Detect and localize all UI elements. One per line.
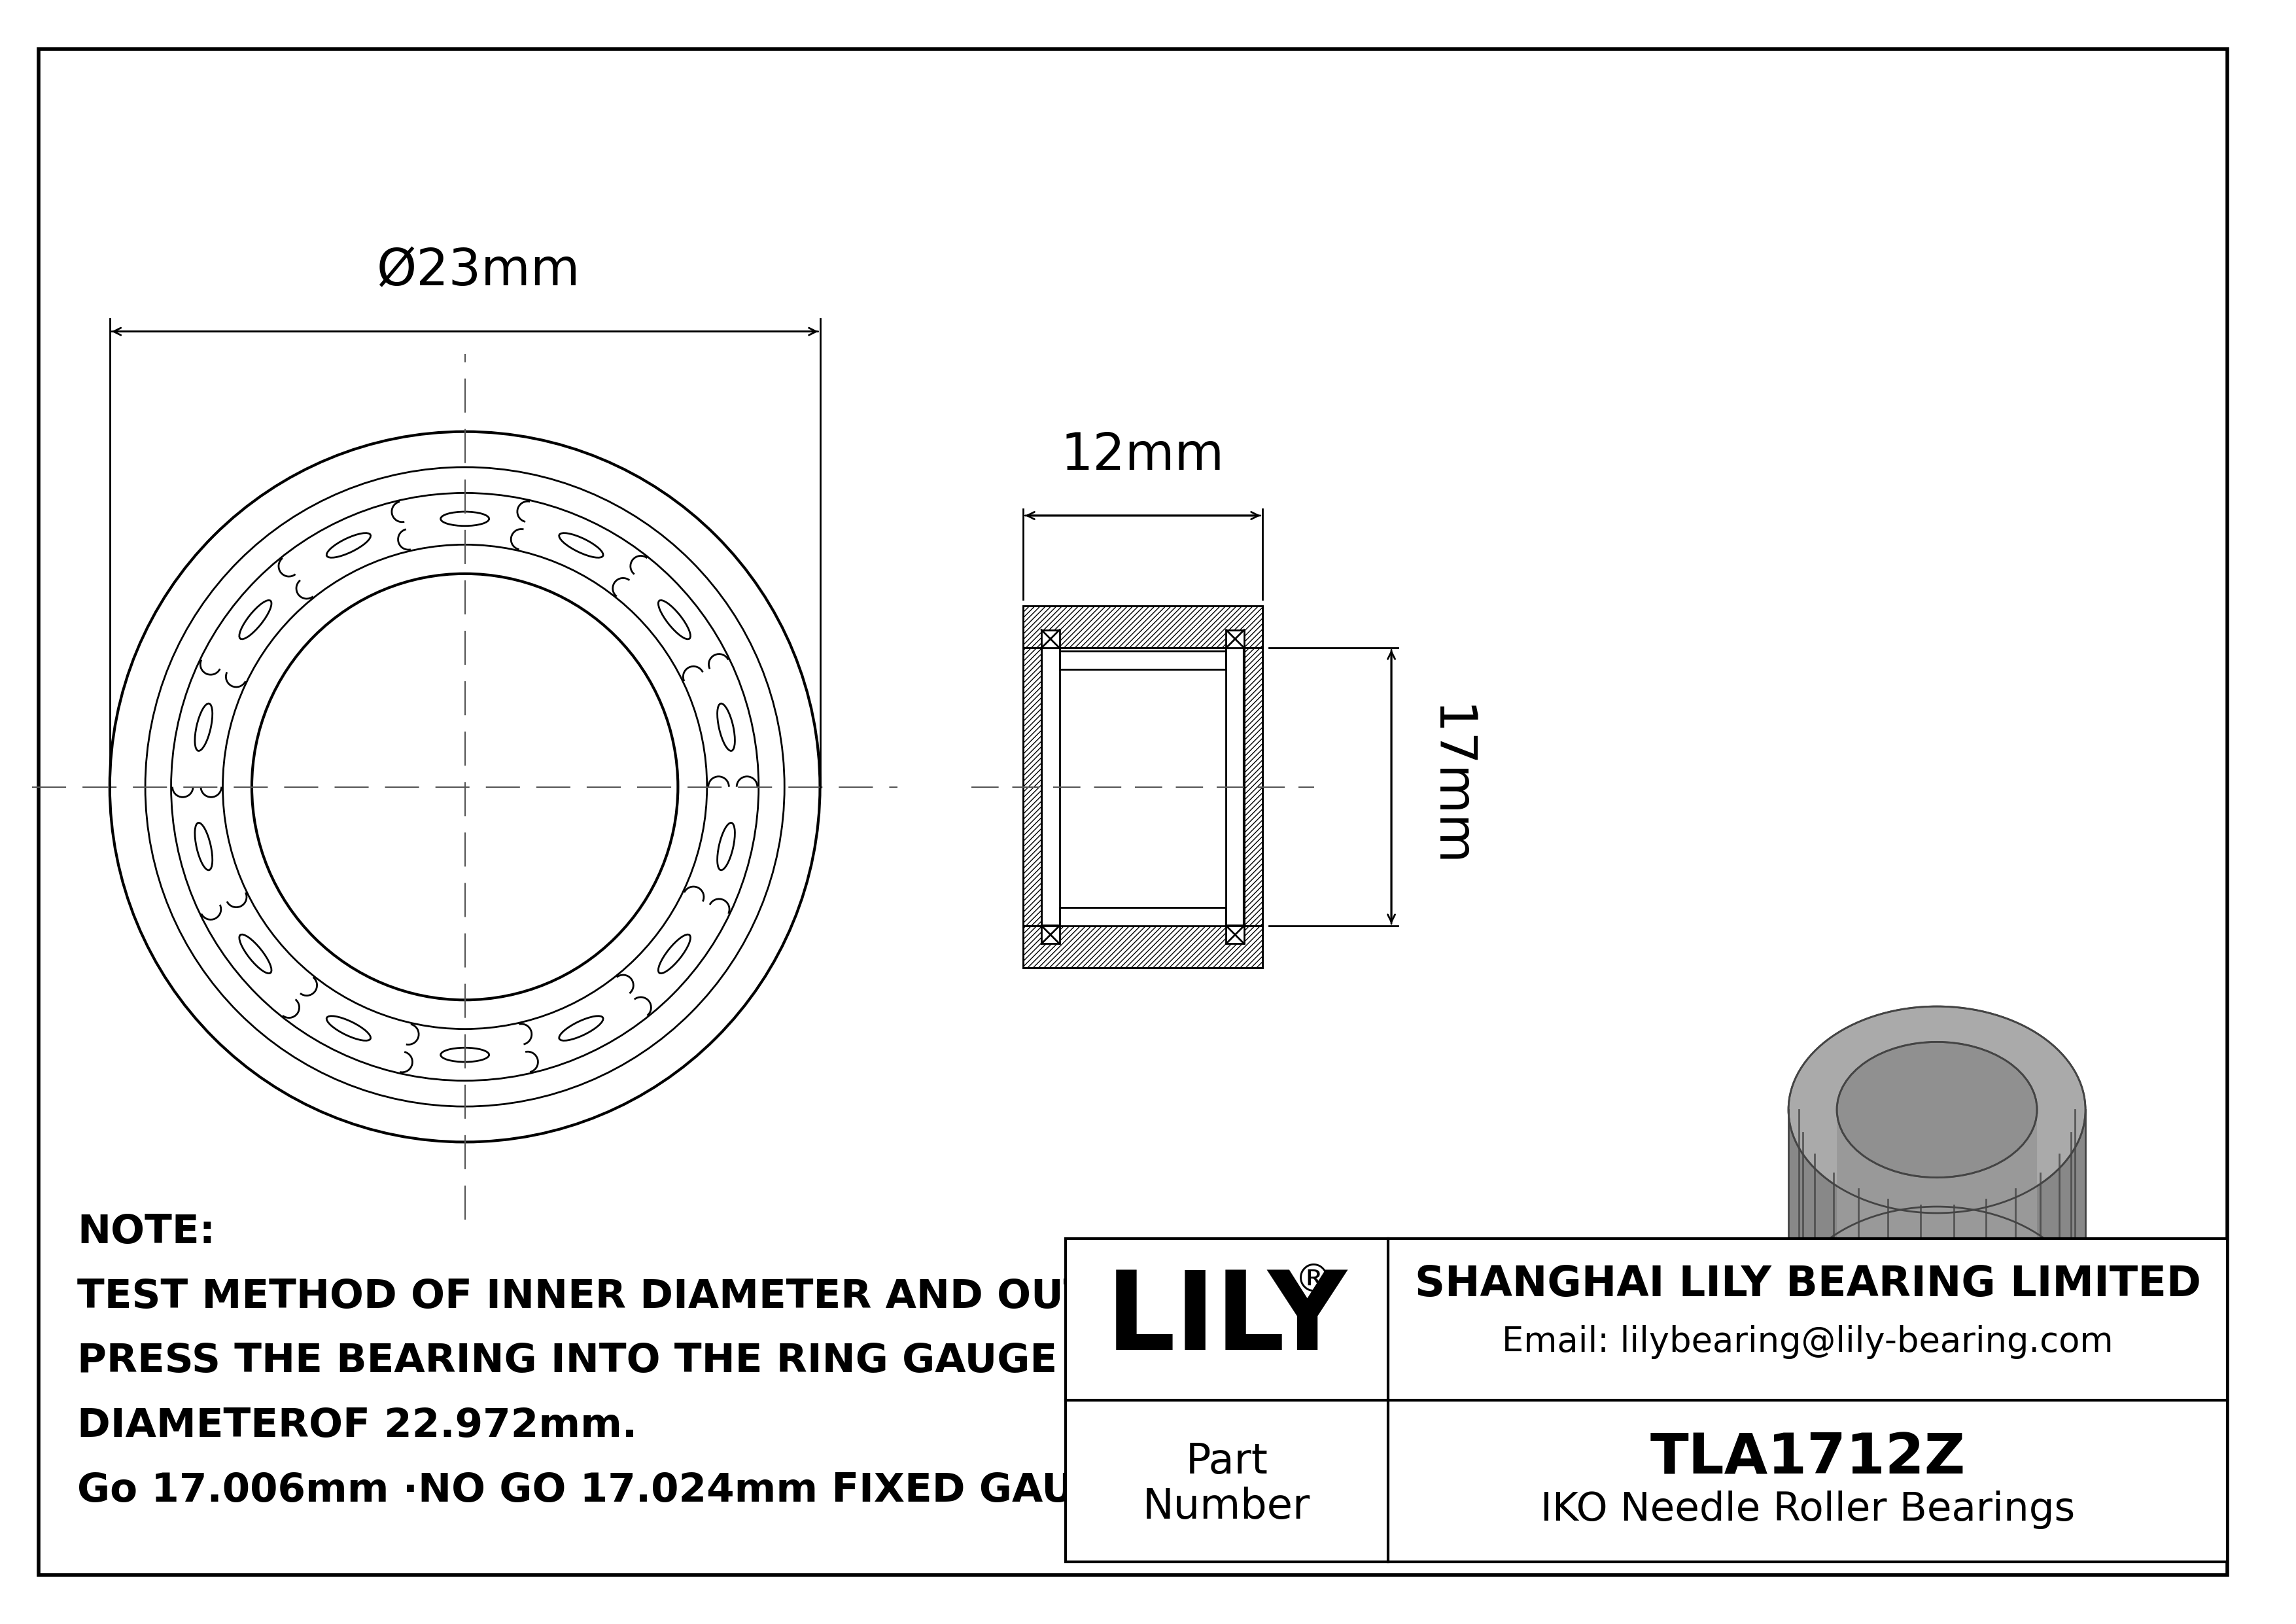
- Text: Part: Part: [1185, 1442, 1267, 1483]
- Ellipse shape: [195, 823, 214, 870]
- Ellipse shape: [1789, 1207, 2085, 1413]
- Bar: [1042, 648, 1244, 926]
- Text: TLA1712Z: TLA1712Z: [1651, 1431, 1965, 1486]
- Text: 17mm: 17mm: [1424, 705, 1474, 869]
- Text: Number: Number: [1143, 1486, 1311, 1527]
- Ellipse shape: [326, 1017, 370, 1041]
- Ellipse shape: [716, 823, 735, 870]
- Text: DIAMETEROF 22.972mm.: DIAMETEROF 22.972mm.: [78, 1406, 638, 1445]
- Circle shape: [223, 544, 707, 1030]
- Bar: [1226, 926, 1244, 944]
- Circle shape: [172, 494, 758, 1080]
- Polygon shape: [1837, 1109, 2037, 1377]
- Ellipse shape: [326, 533, 370, 557]
- Ellipse shape: [716, 703, 735, 750]
- Text: SHANGHAI LILY BEARING LIMITED: SHANGHAI LILY BEARING LIMITED: [1414, 1263, 2202, 1304]
- Bar: [1244, 648, 1263, 926]
- Bar: [1024, 648, 1042, 926]
- Ellipse shape: [239, 934, 271, 973]
- Ellipse shape: [1837, 1242, 2037, 1377]
- Polygon shape: [1789, 1109, 2085, 1413]
- Bar: [1024, 606, 1263, 648]
- Bar: [1244, 648, 1263, 926]
- Text: Go 17.006mm ·NO GO 17.024mm FIXED GAUGES: Go 17.006mm ·NO GO 17.024mm FIXED GAUGES: [78, 1471, 1164, 1510]
- Text: NOTE:: NOTE:: [78, 1213, 216, 1252]
- Bar: [1058, 651, 1226, 669]
- Text: Ø23mm: Ø23mm: [377, 247, 579, 296]
- Ellipse shape: [659, 601, 691, 640]
- Ellipse shape: [441, 512, 489, 526]
- Ellipse shape: [560, 1017, 604, 1041]
- Text: IKO Needle Roller Bearings: IKO Needle Roller Bearings: [1541, 1491, 2076, 1530]
- Bar: [1042, 926, 1058, 944]
- Bar: [1024, 926, 1263, 968]
- Text: LILY: LILY: [1107, 1267, 1348, 1372]
- Bar: [1024, 606, 1263, 648]
- Text: Email: lilybearing@lily-bearing.com: Email: lilybearing@lily-bearing.com: [1502, 1325, 2115, 1359]
- Ellipse shape: [239, 601, 271, 640]
- Text: TEST METHOD OF INNER DIAMETER AND OUTER DIAMETER.: TEST METHOD OF INNER DIAMETER AND OUTER …: [78, 1278, 1410, 1315]
- Ellipse shape: [1837, 1043, 2037, 1177]
- Ellipse shape: [659, 934, 691, 973]
- Ellipse shape: [560, 533, 604, 557]
- Bar: [1065, 1239, 2227, 1562]
- Text: PRESS THE BEARING INTO THE RING GAUGE WITH THE INNER: PRESS THE BEARING INTO THE RING GAUGE WI…: [78, 1341, 1446, 1380]
- Circle shape: [145, 468, 785, 1106]
- Circle shape: [110, 432, 820, 1142]
- Bar: [1058, 648, 1226, 666]
- Bar: [1042, 630, 1058, 648]
- Ellipse shape: [441, 1047, 489, 1062]
- Text: 12mm: 12mm: [1061, 430, 1224, 481]
- Circle shape: [253, 573, 677, 1000]
- Text: ®: ®: [1295, 1262, 1334, 1299]
- Bar: [1024, 926, 1263, 968]
- Bar: [1058, 908, 1226, 926]
- Bar: [1024, 648, 1042, 926]
- Ellipse shape: [1789, 1007, 2085, 1213]
- Bar: [1226, 630, 1244, 648]
- Ellipse shape: [195, 703, 214, 750]
